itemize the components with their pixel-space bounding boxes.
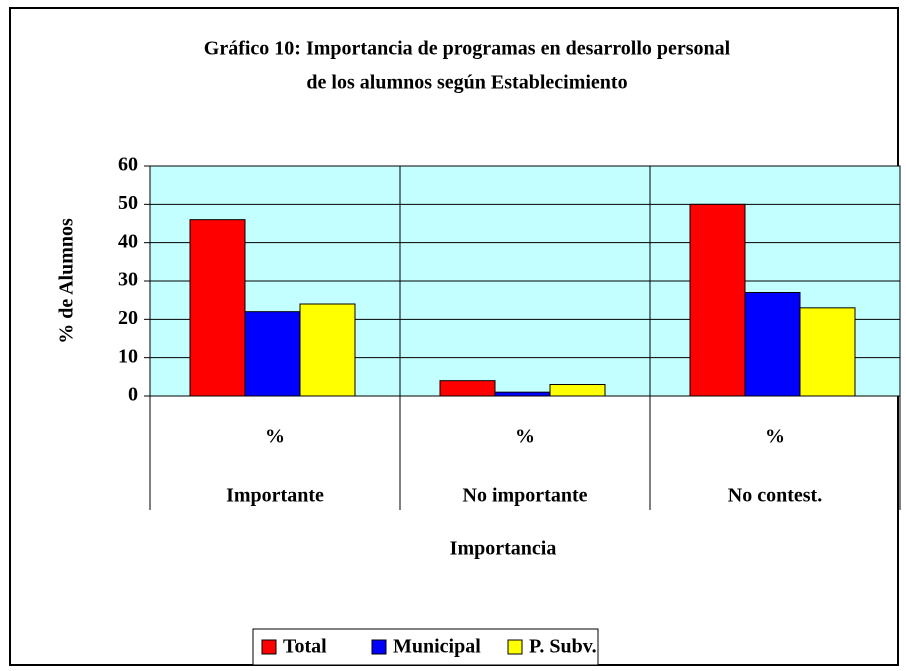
x-tick-label: Importante: [226, 485, 324, 507]
bar: [494, 391, 551, 397]
x-tick-label: No importante: [463, 485, 588, 507]
x-subcategory-label: %: [265, 426, 285, 448]
legend-box: [252, 628, 599, 666]
chart-title: de los alumnos según Establecimiento: [306, 72, 627, 94]
x-axis-title: Importancia: [450, 538, 557, 560]
bar: [689, 203, 746, 397]
y-axis-title: % de Alumnos: [56, 218, 78, 344]
y-tick-label: 30: [118, 269, 138, 291]
bar: [549, 384, 606, 397]
bar: [299, 303, 356, 397]
bar: [244, 311, 301, 397]
chart-title: Gráfico 10: Importancia de programas en …: [204, 38, 731, 60]
x-subcategory-label: %: [515, 426, 535, 448]
y-tick-label: 60: [118, 154, 138, 176]
y-tick-label: 20: [118, 307, 138, 329]
legend-label: P. Subv.: [529, 636, 597, 658]
y-tick-label: 0: [128, 384, 138, 406]
y-tick-label: 40: [118, 230, 138, 252]
legend-swatch: [507, 639, 523, 655]
bar: [799, 307, 856, 397]
legend-label: Total: [283, 636, 327, 658]
y-tick-label: 10: [118, 345, 138, 367]
y-tick-label: 50: [118, 192, 138, 214]
bar: [744, 292, 801, 397]
bar: [189, 219, 246, 397]
legend-swatch: [261, 639, 277, 655]
legend-swatch: [371, 639, 387, 655]
x-subcategory-label: %: [765, 426, 785, 448]
bar: [439, 380, 496, 397]
x-tick-label: No contest.: [728, 485, 822, 507]
legend-label: Municipal: [393, 636, 481, 658]
